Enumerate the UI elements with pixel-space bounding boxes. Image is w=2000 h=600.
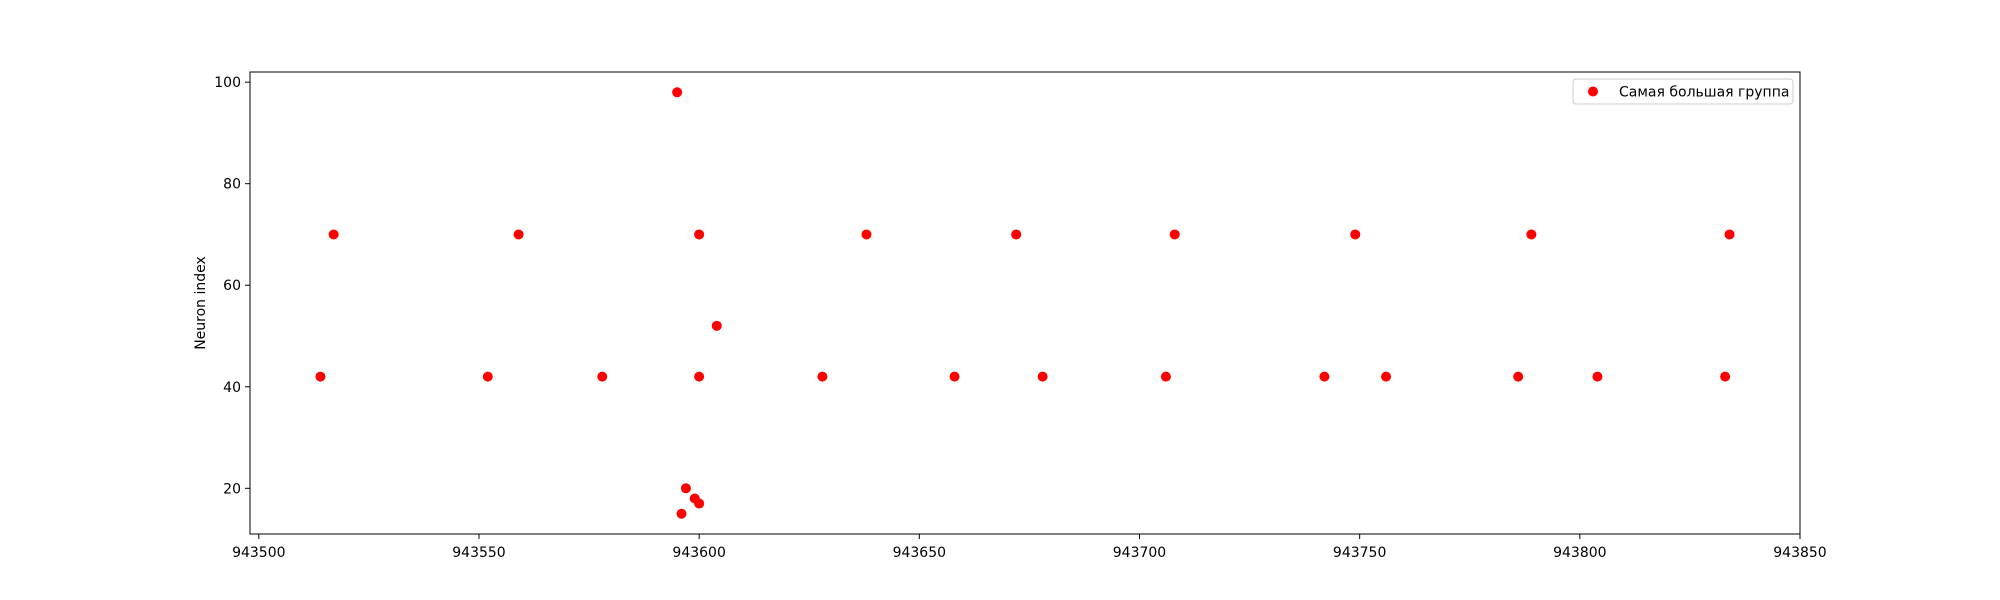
- data-point: [1724, 229, 1735, 240]
- x-tick-label: 943500: [232, 545, 285, 561]
- y-axis-ticks: 20 40 60 80 100: [214, 75, 250, 497]
- data-point: [482, 371, 493, 382]
- legend-marker: [1588, 86, 1598, 97]
- data-point: [1381, 371, 1392, 382]
- data-point: [694, 498, 705, 509]
- data-point: [513, 229, 524, 240]
- y-tick-label: 80: [223, 177, 241, 193]
- data-point: [694, 229, 705, 240]
- data-point: [328, 229, 339, 240]
- y-tick-label: 60: [223, 278, 241, 294]
- data-point: [1592, 371, 1603, 382]
- y-tick-label: 20: [223, 481, 241, 497]
- x-tick-label: 943600: [672, 545, 725, 561]
- data-point: [861, 229, 872, 240]
- data-point: [672, 87, 683, 98]
- x-tick-label: 943800: [1553, 545, 1606, 561]
- x-tick-label: 943650: [893, 545, 946, 561]
- data-point: [597, 371, 608, 382]
- legend: Самая большая группа: [1572, 78, 1794, 105]
- x-tick-label: 943700: [1113, 545, 1166, 561]
- data-point: [315, 371, 326, 382]
- data-point: [694, 371, 705, 382]
- plot-area: [250, 72, 1800, 534]
- data-point: [817, 371, 828, 382]
- x-tick-label: 943750: [1333, 545, 1386, 561]
- data-point: [1526, 229, 1537, 240]
- y-tick-label: 100: [214, 75, 241, 91]
- data-point: [1160, 371, 1171, 382]
- x-tick-label: 943850: [1773, 545, 1826, 561]
- data-point: [711, 320, 722, 331]
- data-point: [1011, 229, 1022, 240]
- data-point: [949, 371, 960, 382]
- y-tick-label: 40: [223, 380, 241, 396]
- x-tick-label: 943550: [452, 545, 505, 561]
- data-point: [1720, 371, 1731, 382]
- data-point: [1037, 371, 1048, 382]
- data-point: [1169, 229, 1180, 240]
- data-point: [1513, 371, 1524, 382]
- data-point: [676, 508, 687, 519]
- plot-frame: [249, 71, 1801, 535]
- data-point: [1350, 229, 1361, 240]
- legend-box: [1572, 78, 1794, 105]
- x-axis-ticks: 943500 943550 943600 943650 943700 943750 9438…: [232, 534, 1827, 561]
- legend-label: Самая большая группа: [1619, 85, 1789, 101]
- y-axis-label: Neuron index: [193, 256, 209, 350]
- data-point: [680, 483, 691, 494]
- data-point: [1319, 371, 1330, 382]
- data-points: [315, 87, 1735, 519]
